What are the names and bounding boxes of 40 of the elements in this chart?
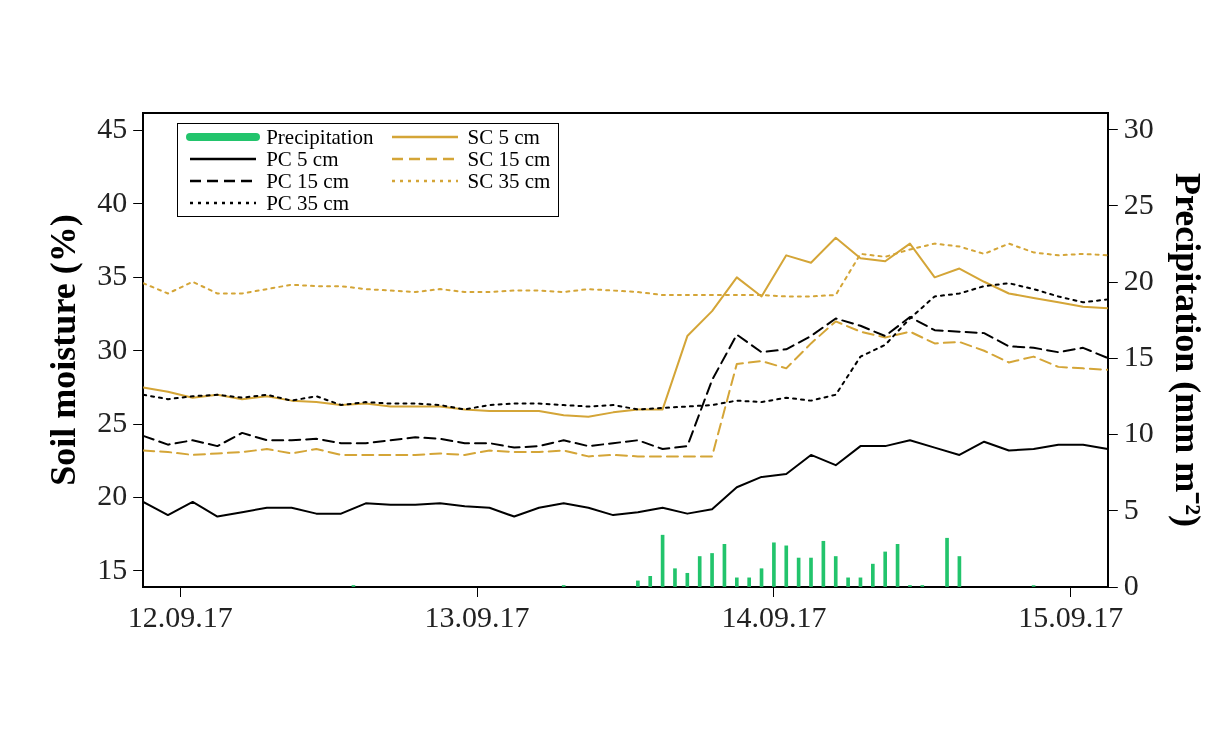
bar [833, 556, 838, 587]
x-tick-label: 12.09.17 [127, 599, 233, 633]
y-tick-label: 40 [97, 184, 128, 218]
y-tick-label: 15 [97, 551, 128, 585]
y-tick-label: 45 [97, 111, 128, 145]
legend-label: SC 35 cm [467, 169, 551, 193]
legend-label: SC 5 cm [467, 125, 540, 149]
bar [809, 557, 813, 587]
bar [673, 568, 677, 587]
y2-tick-label: 15 [1123, 339, 1154, 373]
x-tick-label: 13.09.17 [424, 599, 530, 633]
y2-tick-label: 25 [1123, 186, 1154, 220]
y-tick-label: 20 [97, 478, 128, 512]
legend-label: PC 35 cm [266, 191, 350, 215]
bar [648, 576, 653, 587]
bar [636, 580, 640, 587]
y2-tick-label: 5 [1123, 491, 1139, 525]
legend-label: SC 15 cm [467, 147, 551, 171]
bar [747, 577, 751, 587]
legend-label: Precipitation [266, 125, 374, 149]
y-tick-label: 30 [97, 331, 128, 365]
y2-tick-label: 20 [1123, 263, 1154, 297]
bar [772, 542, 776, 587]
legend-label: PC 15 cm [266, 169, 350, 193]
y2-tick-label: 10 [1123, 415, 1154, 449]
bar [871, 563, 875, 587]
y2-axis-title: Precipitation (mm m⁻²) [1168, 172, 1209, 528]
x-tick-label: 15.09.17 [1018, 599, 1124, 633]
y-tick-label: 35 [97, 258, 128, 292]
bar [697, 556, 702, 587]
y-tick-label: 25 [97, 404, 128, 438]
bar [710, 553, 714, 587]
bar [734, 577, 739, 587]
y-axis-title: Soil moisture (%) [42, 214, 83, 486]
bar [784, 545, 789, 587]
bar [846, 577, 850, 587]
y2-tick-label: 0 [1123, 567, 1139, 601]
bar [883, 551, 888, 587]
y2-tick-label: 30 [1123, 110, 1154, 144]
x-tick-label: 14.09.17 [721, 599, 827, 633]
